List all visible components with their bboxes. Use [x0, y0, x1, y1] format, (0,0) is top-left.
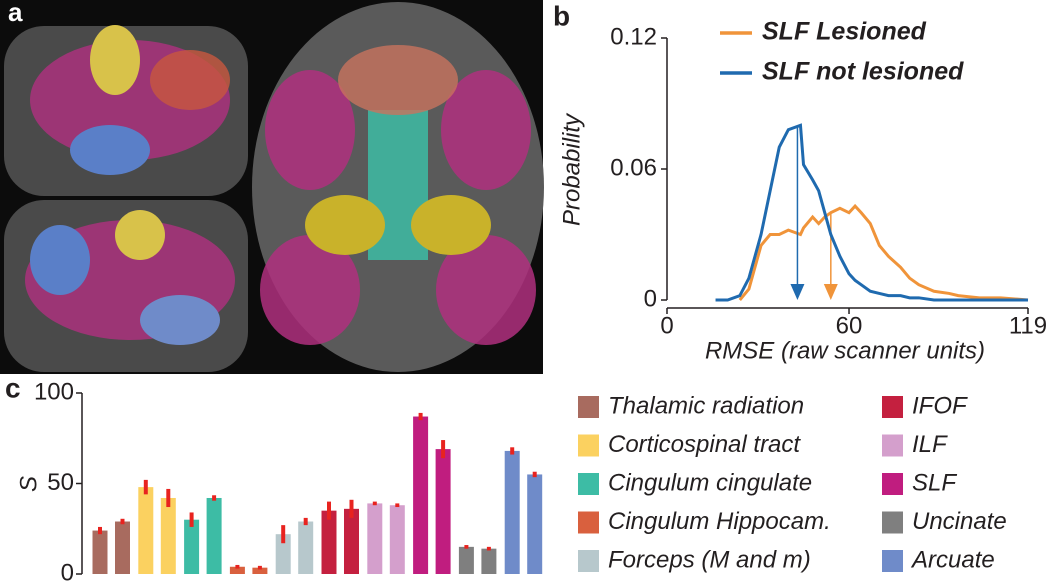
bar — [435, 449, 451, 574]
y-tick-label: 0 — [644, 285, 657, 312]
legend-swatch — [882, 396, 903, 418]
mean-arrowhead — [823, 284, 838, 300]
tract-blob — [70, 125, 150, 175]
bar — [160, 497, 176, 574]
tract-blob — [265, 70, 355, 190]
legend-swatch — [578, 511, 599, 534]
bar — [344, 508, 359, 574]
y-tick-label: 50 — [47, 469, 74, 496]
line-series — [738, 203, 1029, 302]
y-tick-label: 0.06 — [610, 154, 657, 181]
legend-label: Arcuate — [910, 546, 995, 573]
tract-blob — [436, 235, 536, 345]
legend-label: SLF Lesioned — [762, 18, 927, 46]
tractography-images: a — [0, 0, 544, 374]
bar — [298, 521, 314, 574]
bar — [527, 474, 543, 574]
tract-blob — [260, 235, 360, 345]
bar — [367, 503, 383, 574]
panel-label: a — [8, 0, 23, 27]
tract-blob — [115, 210, 165, 260]
tract-blob — [90, 25, 140, 95]
bar — [252, 567, 268, 574]
tract-blob — [305, 195, 385, 255]
bar — [389, 505, 405, 574]
y-tick-label: 0.12 — [610, 23, 657, 50]
mean-arrowhead — [790, 284, 805, 300]
legend-label: Thalamic radiation — [608, 392, 804, 419]
legend-swatch — [578, 473, 599, 495]
bar — [321, 510, 337, 574]
legend-label: Cingulum Hippocam. — [608, 508, 831, 535]
x-tick-label: 119 — [1009, 312, 1047, 339]
bar — [138, 487, 154, 574]
legend-swatch — [882, 511, 903, 534]
panel-label: b — [553, 0, 570, 31]
bar — [413, 416, 429, 574]
legend-swatch — [882, 473, 903, 495]
legend-label: Forceps (M and m) — [608, 546, 811, 573]
x-tick-label: 0 — [660, 312, 673, 339]
legend-swatch — [578, 396, 599, 418]
bar — [504, 450, 520, 574]
legend-swatch — [578, 550, 599, 572]
bar — [184, 519, 200, 574]
tract-blob — [150, 50, 230, 110]
legend-label: Cingulum cingulate — [608, 469, 812, 496]
tract-blob — [338, 45, 458, 115]
x-tick-label: 60 — [836, 312, 863, 339]
legend-label: SLF not lesioned — [762, 58, 964, 86]
y-axis-label: Probability — [558, 112, 585, 226]
tract-blob — [411, 195, 491, 255]
bar — [458, 546, 474, 574]
tract-blob — [30, 225, 90, 295]
legend-swatch — [882, 434, 903, 457]
y-axis-label: S — [15, 476, 42, 492]
bar — [92, 530, 108, 574]
legend-label: IFOF — [912, 392, 968, 419]
legend-label: ILF — [912, 431, 948, 458]
bar — [229, 566, 245, 574]
x-axis-label: RMSE (raw scanner units) — [705, 337, 985, 364]
panel-label: c — [5, 372, 21, 403]
bar — [481, 548, 497, 574]
line-series — [715, 123, 1028, 302]
bar — [115, 521, 130, 574]
bar — [275, 534, 291, 574]
y-tick-label: 0 — [61, 559, 74, 582]
y-tick-label: 100 — [34, 378, 74, 405]
tract-blob — [140, 295, 220, 345]
legend-label: SLF — [912, 469, 957, 496]
bar — [206, 497, 222, 574]
legend-swatch — [578, 434, 599, 457]
legend-label: Corticospinal tract — [608, 431, 801, 458]
legend-swatch — [882, 550, 903, 572]
tract-blob — [441, 70, 531, 190]
legend-label: Uncinate — [912, 508, 1007, 535]
